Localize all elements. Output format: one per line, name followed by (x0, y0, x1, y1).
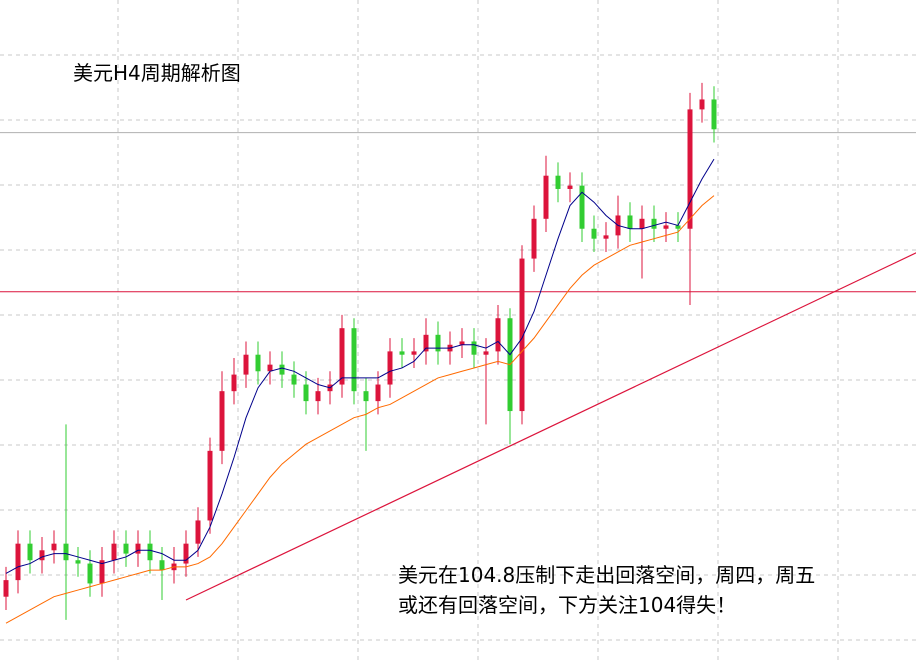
candle-body (3, 580, 9, 597)
candle-body (159, 560, 165, 571)
candle-body (63, 543, 69, 561)
candle-body (291, 374, 297, 385)
candle-body (375, 384, 381, 402)
candle-body (39, 550, 45, 561)
candle-body (531, 218, 537, 259)
candle-body (483, 351, 489, 355)
candle-body (471, 341, 477, 355)
candle-body (75, 560, 81, 564)
candle-body (267, 364, 273, 372)
candle-body (519, 258, 525, 412)
candle-body (399, 351, 405, 355)
candle-body (183, 543, 189, 564)
candle-body (675, 225, 681, 229)
candle-body (651, 218, 657, 229)
candle-body (15, 543, 21, 581)
candle-body (459, 341, 465, 345)
moving-average (5, 195, 715, 624)
candle-body (219, 391, 225, 451)
candle-body (579, 185, 585, 229)
candle-body (27, 543, 33, 561)
candle-body (231, 374, 237, 392)
trend-line (185, 252, 916, 601)
chart-title: 美元H4周期解析图 (73, 61, 241, 85)
plot (0, 82, 916, 624)
candle-body (495, 318, 501, 352)
candle-body (207, 450, 213, 521)
candle-body (591, 228, 597, 239)
candle-body (351, 328, 357, 392)
moving-average (5, 158, 715, 574)
candle-body (147, 543, 153, 561)
candle-body (123, 543, 129, 554)
candle-body (195, 520, 201, 544)
candle-body (51, 543, 57, 551)
candle-body (699, 99, 705, 110)
candle-body (363, 391, 369, 402)
candle-body (435, 334, 441, 352)
candle-body (411, 351, 417, 355)
annotation: 美元在104.8压制下走出回落空间，周四，周五 (398, 563, 815, 587)
candle-body (135, 543, 141, 554)
candle-body (99, 560, 105, 584)
candle-body (387, 351, 393, 385)
candle-body (339, 328, 345, 385)
annotation: 或还有回落空间，下方关注104得失！ (398, 593, 736, 617)
candle-body (711, 99, 717, 130)
candle-body (423, 334, 429, 352)
candle-body (315, 391, 321, 402)
candle-body (111, 543, 117, 561)
candle-body (303, 384, 309, 402)
candle-body (627, 215, 633, 229)
candle-body (255, 354, 261, 372)
candle-body (243, 354, 249, 375)
candle-body (567, 185, 573, 189)
candle-body (687, 109, 693, 229)
candle-body (639, 218, 645, 229)
candle-body (555, 175, 561, 189)
candle-body (279, 364, 285, 375)
candle-body (663, 225, 669, 229)
candle-body (603, 235, 609, 239)
candle-body (87, 563, 93, 584)
candle-body (543, 175, 549, 219)
